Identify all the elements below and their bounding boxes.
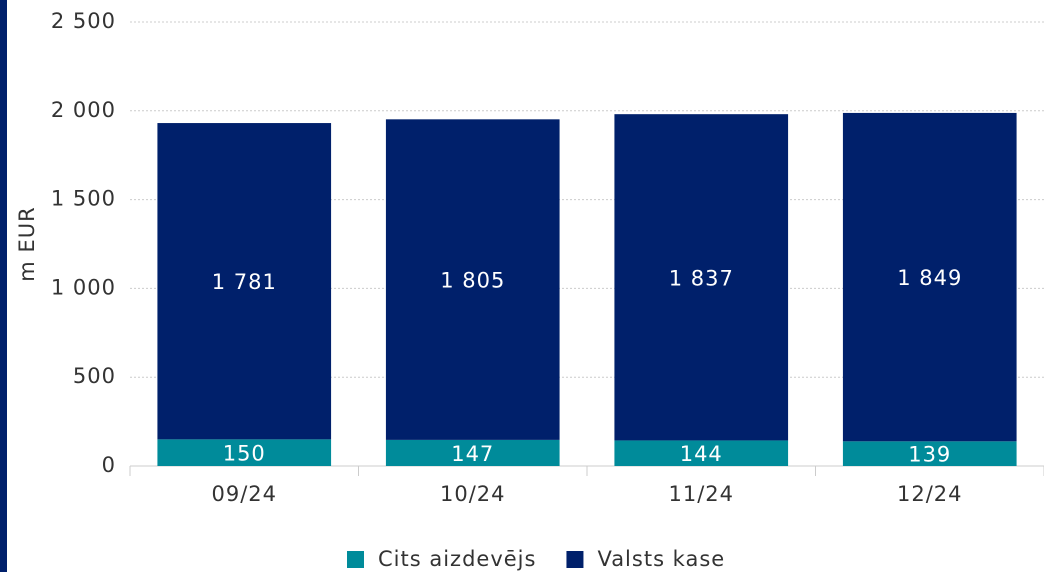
data-label: 1 781 [212,270,277,294]
x-tick-label: 09/24 [211,482,277,506]
y-tick-label: 500 [73,364,116,388]
legend-label: Valsts kase [597,547,725,571]
data-label: 150 [223,442,266,466]
y-tick-label: 0 [102,453,116,477]
bar-segment [385,439,560,466]
y-tick-label: 1 000 [51,275,116,299]
data-label: 139 [908,443,951,467]
x-tick-label: 11/24 [668,482,734,506]
bar-segment [842,441,1017,466]
x-tick-label: 12/24 [897,482,963,506]
y-tick-label: 2 000 [51,98,116,122]
y-tick-label: 1 500 [51,187,116,211]
bar-segment [157,123,332,440]
y-axis-label: m EUR [15,206,39,281]
legend-label: Cits aizdevējs [378,547,536,571]
bar-segment [157,439,332,466]
data-label: 1 805 [440,269,505,293]
bar-segment [385,119,560,440]
legend-swatch [566,551,584,568]
data-label: 1 837 [669,266,734,290]
y-tick-label: 2 500 [51,9,116,33]
data-label: 147 [451,442,494,466]
bar-segment [614,114,789,441]
bar-segment [614,440,789,466]
legend-swatch [347,551,364,568]
x-tick-label: 10/24 [440,482,506,506]
data-label: 144 [680,442,723,466]
bar-segment [842,112,1017,442]
side-strip [0,0,7,572]
data-label: 1 849 [897,266,962,290]
